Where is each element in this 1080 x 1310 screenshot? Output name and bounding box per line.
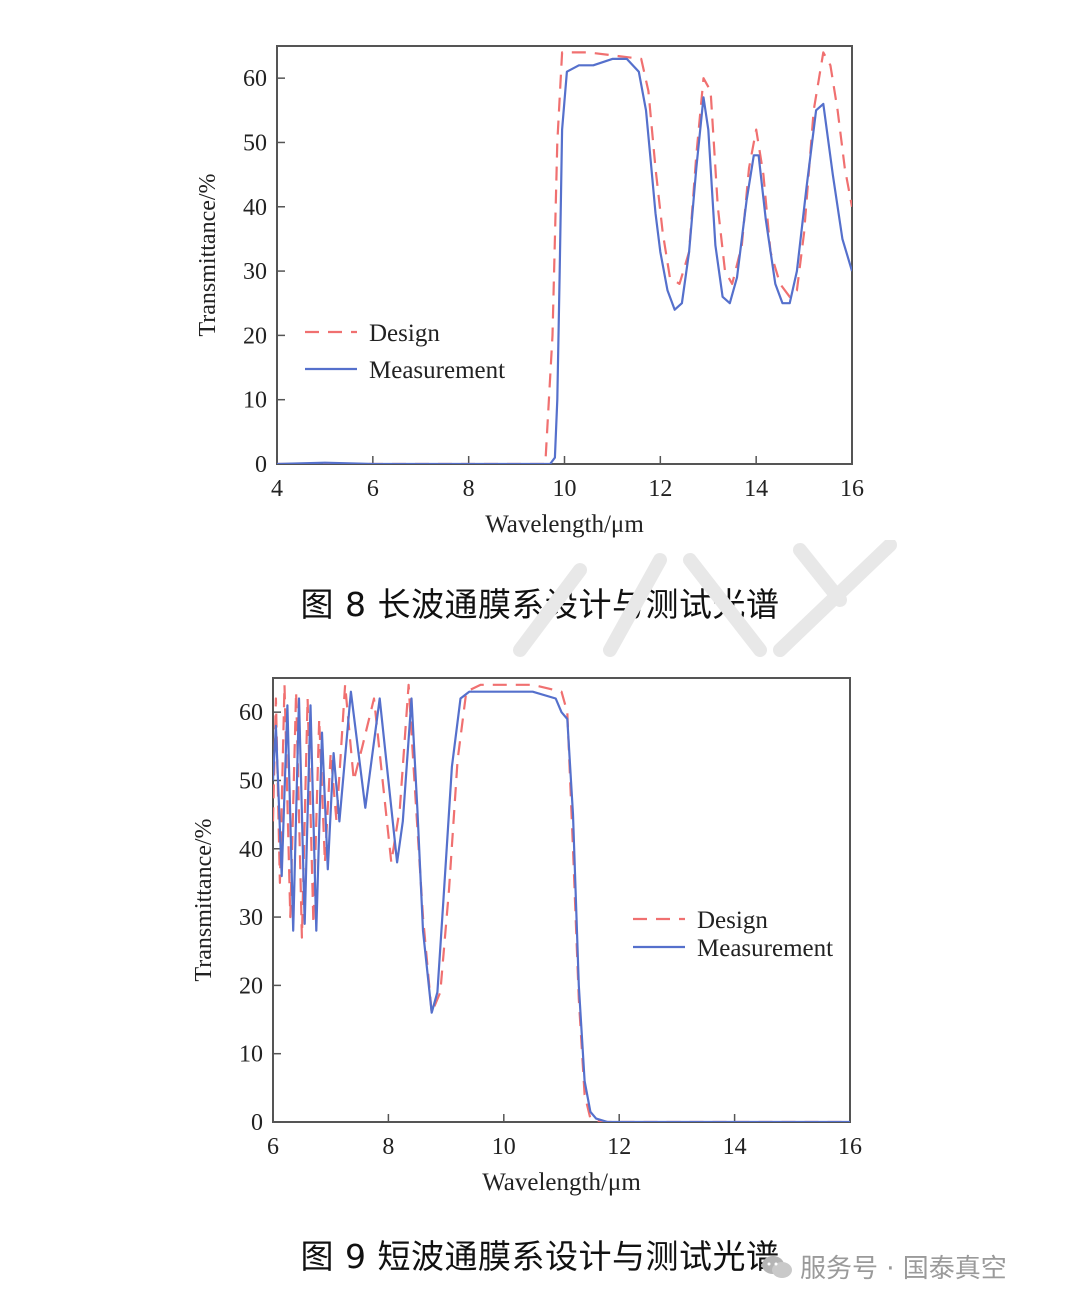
figure-9: 0 10 20 30 40 50 60 6 8 10 12 14 16 Wavelength/μm Tran… [0, 655, 1080, 1215]
x-tick-label: 6 [267, 1134, 279, 1160]
watermark-strokes [513, 540, 897, 657]
x-tick-label: 10 [492, 1134, 516, 1160]
y-tick-label: 10 [243, 388, 267, 414]
x-tick-label: 12 [648, 476, 672, 502]
y-tick-label: 30 [243, 259, 267, 285]
x-tick-label: 4 [271, 476, 283, 502]
x-axis-label: Wavelength/μm [485, 511, 644, 538]
footer-account: 服务号 · 国泰真空 [760, 1248, 1007, 1285]
y-tick-label: 40 [239, 837, 263, 863]
y-tick-label: 20 [243, 323, 267, 349]
y-tick-label: 0 [255, 452, 267, 478]
y-axis-label: Transmittance/% [191, 818, 217, 981]
y-tick-label: 50 [243, 130, 267, 156]
x-tick-label: 14 [723, 1134, 747, 1160]
legend-label-measurement: Measurement [369, 357, 505, 384]
y-tick-label: 10 [239, 1042, 263, 1068]
y-axis-label: Transmittance/% [195, 173, 221, 336]
y-tick-label: 0 [251, 1110, 263, 1136]
y-tick-label: 50 [239, 768, 263, 794]
y-tick-label: 20 [239, 973, 263, 999]
figure-9-caption: 图 9 短波通膜系设计与测试光谱 [300, 1237, 780, 1276]
y-tick-label: 60 [239, 700, 263, 726]
x-tick-label: 16 [838, 1134, 862, 1160]
series-line-measurement [277, 57, 852, 464]
legend-label-measurement: Measurement [697, 935, 833, 962]
chart-short-wave-pass: 0 10 20 30 40 50 60 6 8 10 12 14 16 Wavelength/μm Tran… [191, 677, 862, 1196]
x-tick-label: 10 [553, 476, 577, 502]
series-line-measurement [273, 690, 850, 1122]
figure-8: 0 10 20 30 40 50 60 4 6 8 10 12 14 16 Wavelength/μm Tra… [0, 0, 1080, 560]
series-line-design [273, 683, 850, 1122]
plot-frame [272, 677, 851, 1123]
x-tick-label: 8 [382, 1134, 394, 1160]
x-tick-label: 6 [367, 476, 379, 502]
y-tick-label: 30 [239, 905, 263, 931]
legend-label-design: Design [697, 907, 768, 934]
legend-label-design: Design [369, 320, 440, 347]
wechat-icon [762, 1255, 792, 1278]
x-tick-label: 16 [840, 476, 864, 502]
series-line-design [277, 51, 852, 464]
y-tick-label: 40 [243, 195, 267, 221]
x-tick-label: 14 [744, 476, 768, 502]
y-tick-label: 60 [243, 66, 267, 92]
x-tick-label: 8 [463, 476, 475, 502]
footer-text: 服务号 · 国泰真空 [800, 1254, 1007, 1284]
chart-long-wave-pass: 0 10 20 30 40 50 60 4 6 8 10 12 14 16 Wavelength/μm Tra… [195, 45, 864, 538]
x-tick-label: 12 [607, 1134, 631, 1160]
x-axis-label: Wavelength/μm [482, 1169, 641, 1196]
